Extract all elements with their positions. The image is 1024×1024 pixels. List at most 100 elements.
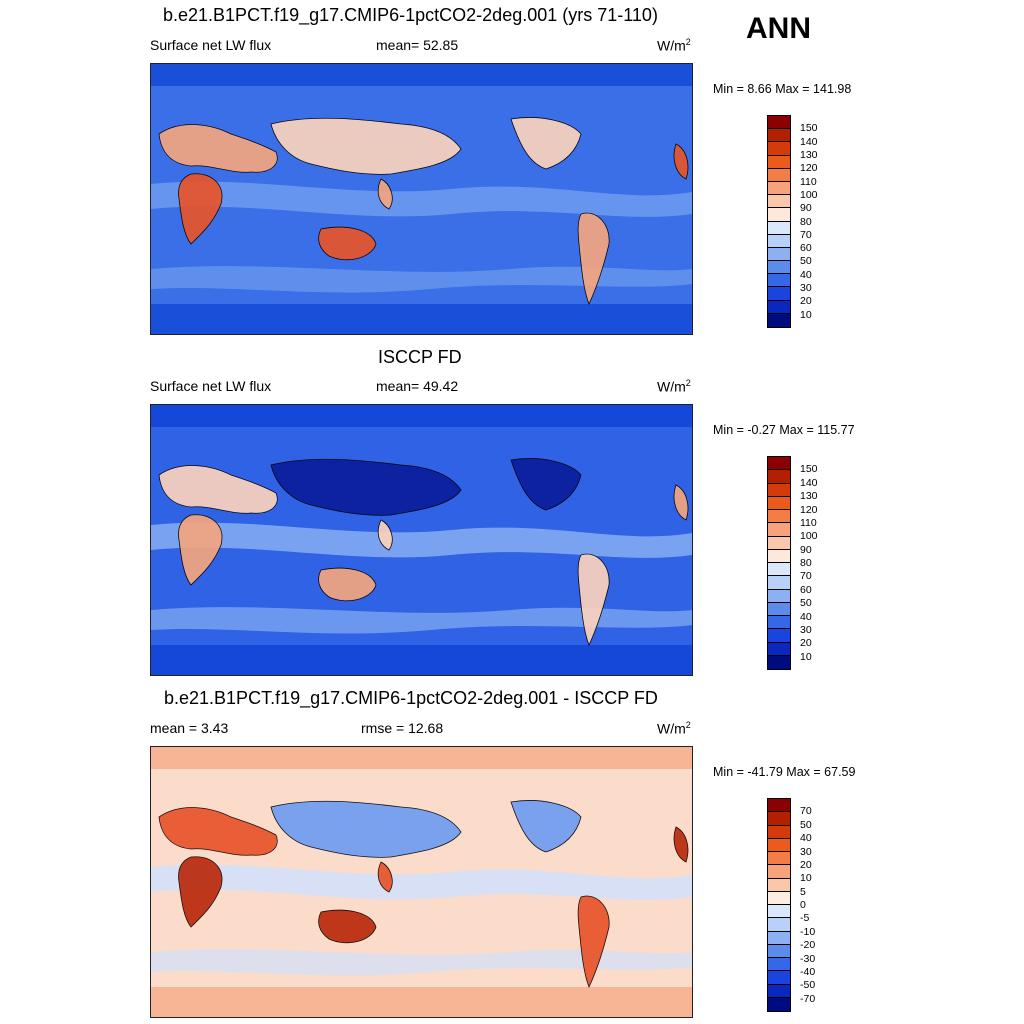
panel-2-variable-label: Surface net LW flux <box>150 378 272 394</box>
colorbar-swatch <box>768 195 790 209</box>
colorbar-swatch <box>768 168 790 182</box>
map-landmass <box>178 514 223 586</box>
map-landmass <box>510 117 582 170</box>
colorbar-tick-label: -30 <box>800 952 816 965</box>
colorbar-tick-label: 20 <box>800 637 812 650</box>
colorbar-swatch <box>768 483 790 497</box>
map-tropical-band <box>151 522 692 558</box>
panel-1-title: b.e21.B1PCT.f19_g17.CMIP6-1pctCO2-2deg.0… <box>163 5 658 25</box>
map-landmass <box>270 458 462 516</box>
colorbar-swatch <box>768 944 790 958</box>
colorbar-swatch <box>768 655 790 669</box>
panel-1-colorbar <box>767 115 791 328</box>
panel-3-title: b.e21.B1PCT.f19_g17.CMIP6-1pctCO2-2deg.0… <box>164 688 658 708</box>
colorbar-tick-label: 20 <box>800 295 812 308</box>
colorbar-swatch <box>768 918 790 932</box>
colorbar-swatch <box>768 799 790 813</box>
colorbar-tick-label: -5 <box>800 912 810 925</box>
panel-2-mean-label: mean= 49.42 <box>376 378 459 394</box>
colorbar-swatch <box>768 576 790 590</box>
colorbar-tick-label: 10 <box>800 308 812 321</box>
map-landmass <box>158 465 278 514</box>
colorbar-tick-label: 30 <box>800 282 812 295</box>
map-landmass <box>673 826 689 863</box>
colorbar-swatch <box>768 589 790 603</box>
colorbar-tick-label: 120 <box>800 162 818 175</box>
colorbar-swatch <box>768 549 790 563</box>
colorbar-swatch <box>768 536 790 550</box>
panel-3-minmax: Min = -41.79 Max = 67.59 <box>713 765 856 779</box>
colorbar-tick-label: 110 <box>800 175 817 188</box>
map-landmass <box>510 458 582 511</box>
colorbar-swatch <box>768 812 790 826</box>
colorbar-swatch <box>768 602 790 616</box>
panel-1-minmax: Min = 8.66 Max = 141.98 <box>713 82 852 96</box>
colorbar-swatch <box>768 891 790 905</box>
colorbar-swatch <box>768 496 790 510</box>
colorbar-tick-label: 80 <box>800 215 812 228</box>
map-polar-band <box>151 987 692 1017</box>
colorbar-swatch <box>768 905 790 919</box>
panel-2-colorbar <box>767 456 791 670</box>
colorbar-swatch <box>768 116 790 130</box>
map-landmass <box>577 895 610 989</box>
colorbar-swatch <box>768 971 790 985</box>
colorbar-swatch <box>768 958 790 972</box>
map-landmass <box>673 143 689 180</box>
colorbar-tick-label: 10 <box>800 872 812 885</box>
colorbar-tick-label: -50 <box>800 979 816 992</box>
panel-2-title: ISCCP FD <box>378 347 462 367</box>
map-landmass <box>178 173 223 245</box>
colorbar-swatch <box>768 510 790 524</box>
map-polar-band <box>151 64 692 86</box>
map-landmass <box>158 124 278 173</box>
colorbar-swatch <box>768 129 790 143</box>
colorbar-tick-label: 50 <box>800 255 812 268</box>
colorbar-tick-label: 30 <box>800 623 812 636</box>
colorbar-swatch <box>768 984 790 998</box>
panel-1-mean-label: mean= 52.85 <box>376 37 459 53</box>
colorbar-tick-label: 20 <box>800 858 812 871</box>
colorbar-tick-label: -70 <box>800 992 816 1005</box>
map-landmass <box>158 807 278 856</box>
colorbar-tick-label: 10 <box>800 650 812 663</box>
map-landmass <box>377 861 393 893</box>
map-landmass <box>318 567 377 602</box>
map-southern-band <box>151 607 692 634</box>
panel-3-mean-label: mean = 3.43 <box>150 720 229 736</box>
colorbar-swatch <box>768 838 790 852</box>
colorbar-tick-label: 100 <box>800 188 818 201</box>
colorbar-tick-label: 130 <box>800 148 818 161</box>
map-tropical-band <box>151 864 692 900</box>
map-southern-band <box>151 266 692 293</box>
colorbar-tick-label: 40 <box>800 832 812 845</box>
colorbar-tick-label: 130 <box>800 490 818 503</box>
colorbar-swatch <box>768 470 790 484</box>
colorbar-swatch <box>768 616 790 630</box>
panel-2-units: W/m2 <box>657 378 691 395</box>
map-landmass <box>377 519 393 551</box>
colorbar-tick-label: -10 <box>800 925 816 938</box>
panel-3-rmse-label: rmse = 12.68 <box>361 720 444 736</box>
map-landmass <box>318 909 377 944</box>
colorbar-swatch <box>768 865 790 879</box>
map-polar-band <box>151 405 692 427</box>
colorbar-swatch <box>768 852 790 866</box>
map-landmass <box>673 484 689 521</box>
colorbar-swatch <box>768 221 790 235</box>
map-polar-band <box>151 747 692 769</box>
map-landmass <box>318 226 377 261</box>
map-polar-band <box>151 645 692 675</box>
map-landmass <box>377 178 393 210</box>
colorbar-tick-label: 40 <box>800 610 812 623</box>
colorbar-tick-label: 120 <box>800 503 818 516</box>
colorbar-tick-label: 140 <box>800 476 818 489</box>
colorbar-swatch <box>768 181 790 196</box>
panel-1-map <box>150 63 693 335</box>
colorbar-tick-label: -40 <box>800 965 816 978</box>
colorbar-tick-label: 110 <box>800 516 817 529</box>
panel-3-units: W/m2 <box>657 720 691 737</box>
colorbar-tick-label: 40 <box>800 268 812 281</box>
colorbar-swatch <box>768 563 790 577</box>
colorbar-tick-label: 0 <box>800 899 806 911</box>
